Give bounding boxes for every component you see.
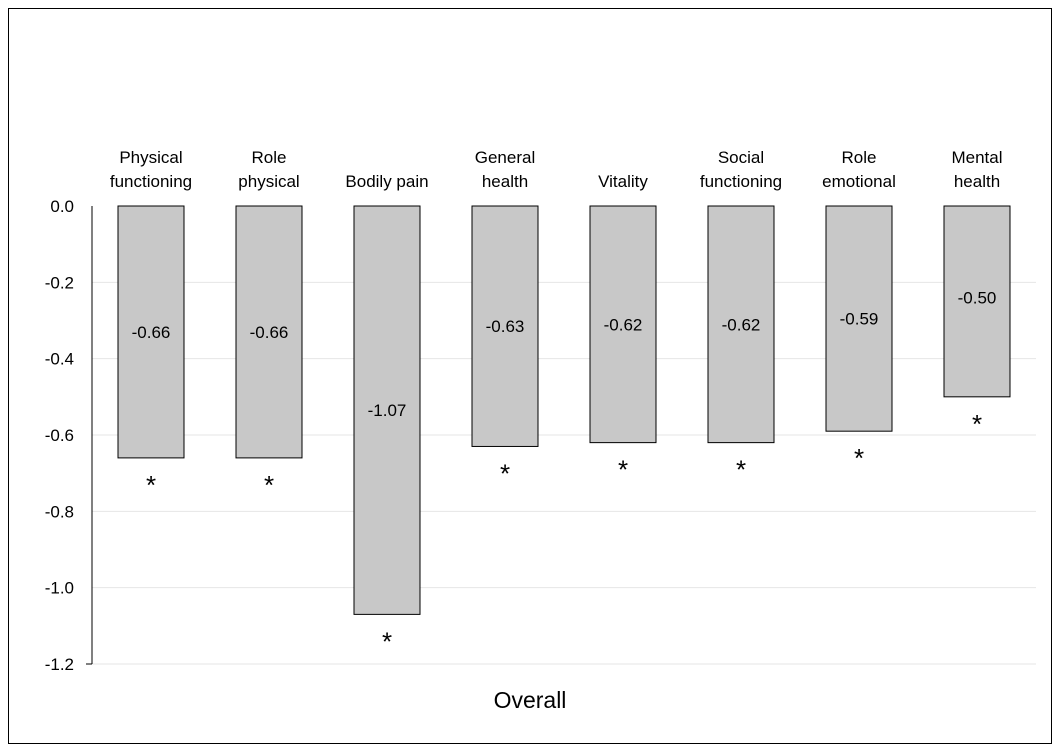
significance-star: *: [264, 470, 274, 500]
data-label: -0.63: [486, 317, 525, 336]
data-label: -0.66: [250, 323, 289, 342]
category-label: General health: [475, 148, 535, 191]
category-label: Vitality: [598, 172, 648, 191]
category-label: Role emotional: [822, 148, 896, 191]
y-axis-ticks: 0.0 -0.2 -0.4 -0.6 -0.8 -1.0 -1.2: [45, 197, 74, 674]
bar: [471, 205, 539, 447]
bar: [707, 205, 775, 444]
y-tick-label: -0.6: [45, 426, 74, 445]
bar: [589, 205, 657, 444]
gridlines: [92, 281, 1036, 665]
category-label: Role physical: [238, 148, 299, 191]
data-label: -0.62: [722, 315, 761, 334]
y-tick-label: -0.8: [45, 502, 74, 521]
axes: [86, 206, 93, 665]
significance-star: *: [972, 409, 982, 439]
significance-markers: * * * * * * * *: [146, 409, 982, 657]
category-label: Social functioning: [700, 148, 782, 191]
y-tick-label: -0.2: [45, 273, 74, 292]
bar: [825, 205, 893, 432]
x-axis-label: Overall: [494, 687, 567, 713]
y-tick-label: 0.0: [50, 197, 74, 216]
y-tick-label: -1.0: [45, 579, 74, 598]
significance-star: *: [382, 626, 392, 656]
significance-star: *: [736, 455, 746, 485]
data-label: -0.50: [958, 288, 997, 307]
category-label: Bodily pain: [345, 172, 428, 191]
data-label: -0.62: [604, 315, 643, 334]
category-label: Mental health: [951, 148, 1002, 191]
significance-star: *: [146, 470, 156, 500]
bars: [117, 205, 1011, 615]
data-label: -0.59: [840, 310, 879, 329]
data-labels: -0.66 -0.66 -1.07 -0.63 -0.62 -0.62 -0.59 -0.50: [132, 288, 997, 420]
data-label: -0.66: [132, 323, 171, 342]
bar: [235, 205, 303, 459]
significance-star: *: [854, 443, 864, 473]
data-label: -1.07: [368, 401, 407, 420]
significance-star: *: [618, 455, 628, 485]
bar: [353, 205, 421, 615]
bar: [117, 205, 185, 459]
category-labels: Physical functioning Role physical Bodily pa…: [110, 148, 1003, 191]
significance-star: *: [500, 458, 510, 488]
y-tick-label: -0.4: [45, 350, 74, 369]
category-label: Physical functioning: [110, 148, 192, 191]
y-tick-label: -1.2: [45, 655, 74, 674]
bar: [943, 205, 1011, 398]
